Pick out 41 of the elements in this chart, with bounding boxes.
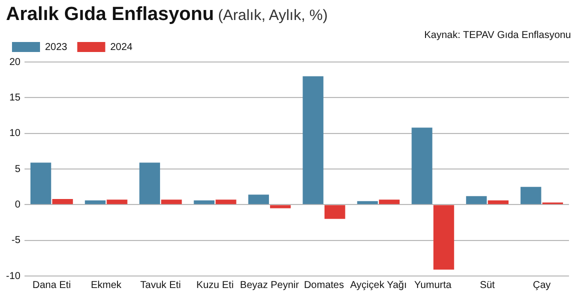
chart-subtitle: (Aralık, Aylık, %) (218, 7, 328, 24)
y-tick-label: 0 (14, 199, 21, 210)
x-tick-label: Kuzu Eti (196, 280, 234, 291)
bar (433, 205, 454, 270)
bar (270, 205, 291, 208)
x-tick-label: Çay (532, 280, 551, 291)
bar (357, 201, 378, 204)
x-tick-label: Yumurta (414, 280, 452, 291)
bar (488, 200, 509, 204)
bar (248, 194, 269, 204)
chart-title: Aralık Gıda Enflasyonu (6, 4, 214, 25)
bar (324, 205, 346, 219)
y-tick-label: 20 (9, 56, 21, 68)
y-tick-label: 10 (9, 128, 21, 140)
y-tick-label: 15 (9, 92, 21, 104)
bar (520, 186, 542, 204)
bar (30, 162, 52, 204)
x-tick-label: Dana Eti (32, 280, 71, 291)
y-tick-label: -5 (12, 235, 21, 246)
x-tick-label: Ayçiçek Yağı (350, 280, 407, 291)
x-tick-label: Ekmek (90, 280, 122, 291)
bar (139, 162, 160, 204)
y-tick-label: -10 (6, 270, 21, 282)
bar (216, 200, 236, 204)
bar (378, 200, 400, 204)
x-tick-label: Beyaz Peynir (240, 280, 300, 291)
bar (194, 200, 214, 204)
text: Kaynak: TEPAV Gıda Enflasyonu (424, 30, 571, 41)
bar (84, 200, 106, 204)
y-tick-label: 5 (14, 164, 21, 175)
legend-label: 2023 (45, 42, 68, 53)
bar (161, 200, 182, 204)
legend-label: 2024 (110, 42, 133, 53)
x-tick-label: Süt (480, 280, 496, 291)
x-tick-label: Domates (304, 280, 344, 291)
bar (302, 76, 324, 204)
bar (106, 200, 128, 204)
bar (412, 128, 432, 204)
bar (52, 198, 73, 204)
bar (466, 196, 487, 204)
x-tick-label: Tavuk Eti (140, 280, 181, 291)
